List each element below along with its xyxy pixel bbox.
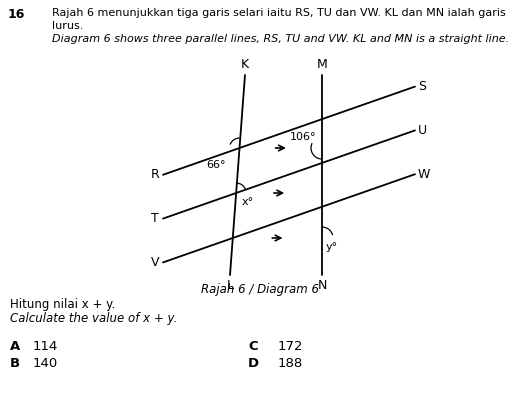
Text: 172: 172 [278,340,303,353]
Text: B: B [10,357,20,370]
Text: K: K [241,58,249,71]
Text: y°: y° [326,242,338,252]
Text: 66°: 66° [206,160,225,170]
Text: M: M [316,58,327,71]
Text: A: A [10,340,20,353]
Text: 188: 188 [278,357,303,370]
Text: Diagram 6 shows three parallel lines, RS, TU and VW. KL and MN is a straight lin: Diagram 6 shows three parallel lines, RS… [52,34,509,44]
Text: Rajah 6 / Diagram 6: Rajah 6 / Diagram 6 [201,283,319,296]
Text: S: S [418,80,426,93]
Text: V: V [151,256,159,269]
Text: lurus.: lurus. [52,21,83,31]
Text: 106°: 106° [290,132,316,142]
Text: Hitung nilai x + y.: Hitung nilai x + y. [10,298,115,311]
Text: C: C [248,340,258,353]
Text: x°: x° [242,197,254,207]
Text: R: R [150,168,159,181]
Text: D: D [248,357,259,370]
Text: N: N [317,279,327,292]
Text: U: U [418,124,427,137]
Text: T: T [151,212,159,225]
Text: 140: 140 [33,357,58,370]
Text: Rajah 6 menunjukkan tiga garis selari iaitu RS, TU dan VW. KL dan MN ialah garis: Rajah 6 menunjukkan tiga garis selari ia… [52,8,506,18]
Text: Calculate the value of x + y.: Calculate the value of x + y. [10,312,177,325]
Text: W: W [418,168,430,181]
Text: 16: 16 [8,8,26,21]
Text: L: L [226,279,233,292]
Text: 114: 114 [33,340,59,353]
